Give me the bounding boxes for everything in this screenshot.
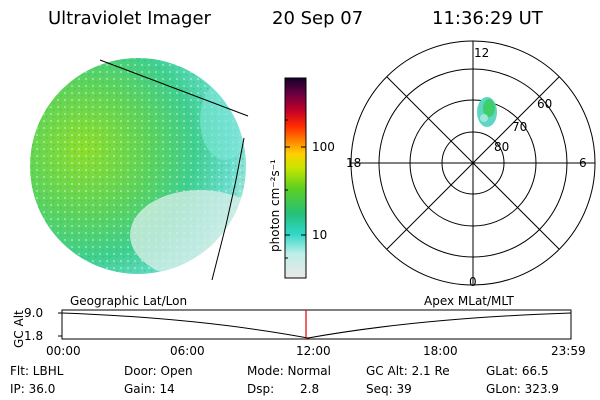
colorbar-unit-label: photon cm⁻²s⁻¹ xyxy=(268,159,282,252)
info-ip: IP: 36.0 xyxy=(10,382,56,396)
timeline-y-tick-1: 1.8 xyxy=(24,329,44,343)
colorbar xyxy=(284,77,307,279)
info-glat: GLat: 66.5 xyxy=(486,364,549,378)
colorbar-tick-100: 100 xyxy=(312,140,335,154)
limb-line-right xyxy=(211,137,245,281)
timeline-right-caption: Apex MLat/MLT xyxy=(424,294,514,308)
date-label: 20 Sep 07 xyxy=(272,8,364,29)
mlat-label-80: 80 xyxy=(494,140,510,154)
timeline-x-tick-0600: 06:00 xyxy=(170,344,205,358)
info-door: Door: Open xyxy=(124,364,193,378)
timeline-x-tick-0000: 00:00 xyxy=(46,344,81,358)
timeline-left-caption: Geographic Lat/Lon xyxy=(70,294,188,308)
colorbar-tick-10: 10 xyxy=(312,228,328,242)
mlat-label-70: 70 xyxy=(512,120,528,134)
info-gain: Gain: 14 xyxy=(124,382,175,396)
timeline-x-tick-2359: 23:59 xyxy=(551,344,586,358)
uv-image-disc xyxy=(30,58,246,274)
polar-auroral-spot xyxy=(477,97,497,127)
mlat-label-60: 60 xyxy=(537,97,553,111)
info-mode: Mode: Normal xyxy=(247,364,331,378)
altitude-curve xyxy=(61,312,572,339)
timeline-x-tick-1200: 12:00 xyxy=(296,344,331,358)
timeline-y-tick-9: 9.0 xyxy=(24,306,44,320)
limb-line-top xyxy=(99,59,249,117)
mlt-label-0: 0 xyxy=(469,275,477,289)
info-dsp-label: Dsp: xyxy=(247,382,275,396)
info-glon: GLon: 323.9 xyxy=(486,382,559,396)
info-seq: Seq: 39 xyxy=(366,382,412,396)
polar-plot xyxy=(350,40,596,286)
mlt-label-12: 12 xyxy=(474,46,490,60)
info-dsp-value: 2.8 xyxy=(300,382,320,396)
mlt-label-18: 18 xyxy=(346,156,362,170)
instrument-title: Ultraviolet Imager xyxy=(48,8,211,29)
info-gc-alt: GC Alt: 2.1 Re xyxy=(366,364,450,378)
timeline-x-tick-1800: 18:00 xyxy=(423,344,458,358)
info-filter: Flt: LBHL xyxy=(10,364,64,378)
time-label: 11:36:29 UT xyxy=(432,8,543,29)
altitude-timeline xyxy=(58,309,572,340)
mlt-label-6: 6 xyxy=(579,156,587,170)
